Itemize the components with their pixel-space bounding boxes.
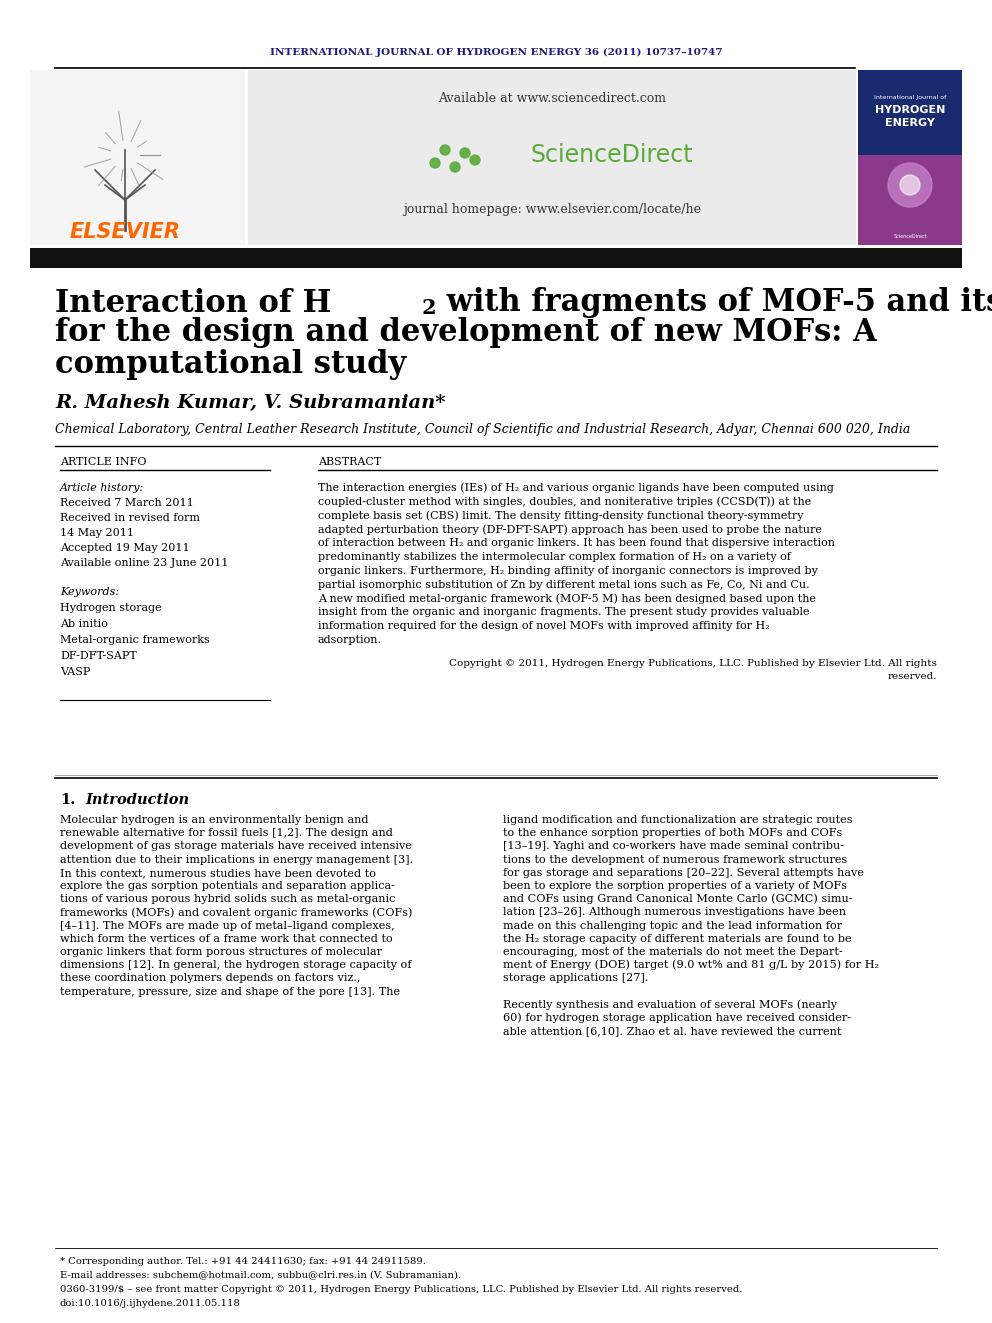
Text: Recently synthesis and evaluation of several MOFs (nearly: Recently synthesis and evaluation of sev…: [503, 999, 837, 1009]
Text: HYDROGEN: HYDROGEN: [875, 105, 945, 115]
Text: tions of various porous hybrid solids such as metal-organic: tions of various porous hybrid solids su…: [60, 894, 396, 904]
Text: * Corresponding author. Tel.: +91 44 24411630; fax: +91 44 24911589.: * Corresponding author. Tel.: +91 44 244…: [60, 1257, 426, 1266]
Circle shape: [430, 157, 440, 168]
Text: temperature, pressure, size and shape of the pore [13]. The: temperature, pressure, size and shape of…: [60, 987, 400, 996]
Circle shape: [450, 161, 460, 172]
Text: VASP: VASP: [60, 667, 90, 677]
Circle shape: [888, 163, 932, 206]
Text: doi:10.1016/j.ijhydene.2011.05.118: doi:10.1016/j.ijhydene.2011.05.118: [60, 1298, 241, 1307]
Text: R. Mahesh Kumar, V. Subramanian*: R. Mahesh Kumar, V. Subramanian*: [55, 394, 445, 411]
Text: 2: 2: [422, 298, 436, 318]
Bar: [30, 247, 962, 269]
Circle shape: [470, 155, 480, 165]
Text: organic linkers that form porous structures of molecular: organic linkers that form porous structu…: [60, 947, 382, 957]
Text: ENERGY: ENERGY: [885, 118, 934, 128]
Text: Introduction: Introduction: [85, 792, 189, 807]
Bar: [858, 70, 962, 245]
Text: insight from the organic and inorganic fragments. The present study provides val: insight from the organic and inorganic f…: [318, 607, 809, 618]
Text: Molecular hydrogen is an environmentally benign and: Molecular hydrogen is an environmentally…: [60, 815, 368, 826]
Text: adsorption.: adsorption.: [318, 635, 382, 644]
Text: with fragments of MOF-5 and its implications: with fragments of MOF-5 and its implicat…: [436, 287, 992, 319]
Bar: [858, 155, 962, 245]
Text: Copyright © 2011, Hydrogen Energy Publications, LLC. Published by Elsevier Ltd. : Copyright © 2011, Hydrogen Energy Public…: [449, 659, 937, 668]
Text: International Journal of: International Journal of: [874, 95, 946, 101]
Text: lation [23–26]. Although numerous investigations have been: lation [23–26]. Although numerous invest…: [503, 908, 846, 917]
Text: which form the vertices of a frame work that connected to: which form the vertices of a frame work …: [60, 934, 393, 943]
Text: been to explore the sorption properties of a variety of MOFs: been to explore the sorption properties …: [503, 881, 847, 890]
Text: attention due to their implications in energy management [3].: attention due to their implications in e…: [60, 855, 413, 865]
Text: explore the gas sorption potentials and separation applica-: explore the gas sorption potentials and …: [60, 881, 395, 890]
Text: 60) for hydrogen storage application have received consider-: 60) for hydrogen storage application hav…: [503, 1012, 851, 1023]
Text: complete basis set (CBS) limit. The density fitting-density functional theory-sy: complete basis set (CBS) limit. The dens…: [318, 511, 804, 521]
Text: Ab initio: Ab initio: [60, 619, 108, 628]
Text: Article history:: Article history:: [60, 483, 144, 493]
Text: and COFs using Grand Canonical Monte Carlo (GCMC) simu-: and COFs using Grand Canonical Monte Car…: [503, 894, 852, 905]
Text: made on this challenging topic and the lead information for: made on this challenging topic and the l…: [503, 921, 842, 930]
Text: ment of Energy (DOE) target (9.0 wt% and 81 g/L by 2015) for H₂: ment of Energy (DOE) target (9.0 wt% and…: [503, 960, 879, 971]
Text: reserved.: reserved.: [888, 672, 937, 681]
Text: Interaction of H: Interaction of H: [55, 287, 331, 319]
Text: ELSEVIER: ELSEVIER: [69, 222, 181, 242]
Bar: [248, 70, 856, 245]
Text: computational study: computational study: [55, 349, 407, 381]
Text: coupled-cluster method with singles, doubles, and noniterative triples (CCSD(T)): coupled-cluster method with singles, dou…: [318, 496, 811, 507]
Text: A new modified metal-organic framework (MOF-5 M) has been designed based upon th: A new modified metal-organic framework (…: [318, 593, 816, 603]
Text: the H₂ storage capacity of different materials are found to be: the H₂ storage capacity of different mat…: [503, 934, 851, 943]
Text: able attention [6,10]. Zhao et al. have reviewed the current: able attention [6,10]. Zhao et al. have …: [503, 1027, 841, 1036]
Text: Metal-organic frameworks: Metal-organic frameworks: [60, 635, 209, 646]
Text: Received 7 March 2011: Received 7 March 2011: [60, 497, 193, 508]
Text: ScienceDirect: ScienceDirect: [530, 143, 692, 167]
Text: DF-DFT-SAPT: DF-DFT-SAPT: [60, 651, 137, 662]
Circle shape: [440, 146, 450, 155]
Text: 0360-3199/$ – see front matter Copyright © 2011, Hydrogen Energy Publications, L: 0360-3199/$ – see front matter Copyright…: [60, 1285, 742, 1294]
Text: of interaction between H₂ and organic linkers. It has been found that dispersive: of interaction between H₂ and organic li…: [318, 538, 835, 548]
Text: ScienceDirect: ScienceDirect: [893, 234, 927, 239]
Text: 14 May 2011: 14 May 2011: [60, 528, 134, 538]
Text: for gas storage and separations [20–22]. Several attempts have: for gas storage and separations [20–22].…: [503, 868, 864, 877]
Text: renewable alternative for fossil fuels [1,2]. The design and: renewable alternative for fossil fuels […: [60, 828, 393, 839]
Text: In this context, numerous studies have been devoted to: In this context, numerous studies have b…: [60, 868, 376, 877]
Text: to the enhance sorption properties of both MOFs and COFs: to the enhance sorption properties of bo…: [503, 828, 842, 839]
Text: ARTICLE INFO: ARTICLE INFO: [60, 456, 147, 467]
Text: tions to the development of numerous framework structures: tions to the development of numerous fra…: [503, 855, 847, 865]
Text: Chemical Laboratory, Central Leather Research Institute, Council of Scientific a: Chemical Laboratory, Central Leather Res…: [55, 423, 911, 437]
Text: Keywords:: Keywords:: [60, 587, 119, 597]
Text: frameworks (MOFs) and covalent organic frameworks (COFs): frameworks (MOFs) and covalent organic f…: [60, 908, 413, 918]
Text: dimensions [12]. In general, the hydrogen storage capacity of: dimensions [12]. In general, the hydroge…: [60, 960, 412, 970]
Text: adapted perturbation theory (DF-DFT-SAPT) approach has been used to probe the na: adapted perturbation theory (DF-DFT-SAPT…: [318, 524, 822, 534]
Text: encouraging, most of the materials do not meet the Depart-: encouraging, most of the materials do no…: [503, 947, 842, 957]
Text: [13–19]. Yaghi and co-workers have made seminal contribu-: [13–19]. Yaghi and co-workers have made …: [503, 841, 844, 852]
Text: these coordination polymers depends on factors viz.,: these coordination polymers depends on f…: [60, 974, 360, 983]
Text: ligand modification and functionalization are strategic routes: ligand modification and functionalizatio…: [503, 815, 852, 826]
Text: 1.: 1.: [60, 792, 75, 807]
Bar: [30, 70, 245, 245]
Text: Hydrogen storage: Hydrogen storage: [60, 603, 162, 613]
Text: Available at www.sciencedirect.com: Available at www.sciencedirect.com: [438, 91, 666, 105]
Text: information required for the design of novel MOFs with improved affinity for H₂: information required for the design of n…: [318, 620, 770, 631]
Text: organic linkers. Furthermore, H₂ binding affinity of inorganic connectors is imp: organic linkers. Furthermore, H₂ binding…: [318, 566, 817, 576]
Circle shape: [900, 175, 920, 194]
Text: journal homepage: www.elsevier.com/locate/he: journal homepage: www.elsevier.com/locat…: [403, 204, 701, 217]
Text: INTERNATIONAL JOURNAL OF HYDROGEN ENERGY 36 (2011) 10737–10747: INTERNATIONAL JOURNAL OF HYDROGEN ENERGY…: [270, 48, 722, 57]
Text: for the design and development of new MOFs: A: for the design and development of new MO…: [55, 318, 877, 348]
Text: Available online 23 June 2011: Available online 23 June 2011: [60, 558, 228, 568]
Circle shape: [460, 148, 470, 157]
Text: Accepted 19 May 2011: Accepted 19 May 2011: [60, 542, 189, 553]
Text: development of gas storage materials have received intensive: development of gas storage materials hav…: [60, 841, 412, 852]
Text: Received in revised form: Received in revised form: [60, 513, 200, 523]
Text: storage applications [27].: storage applications [27].: [503, 974, 649, 983]
Text: predominantly stabilizes the intermolecular complex formation of H₂ on a variety: predominantly stabilizes the intermolecu…: [318, 552, 791, 562]
Text: partial isomorphic substitution of Zn by different metal ions such as Fe, Co, Ni: partial isomorphic substitution of Zn by…: [318, 579, 809, 590]
Text: E-mail addresses: subchem@hotmail.com, subbu@clri.res.in (V. Subramanian).: E-mail addresses: subchem@hotmail.com, s…: [60, 1270, 461, 1279]
Text: ABSTRACT: ABSTRACT: [318, 456, 381, 467]
Text: [4–11]. The MOFs are made up of metal–ligand complexes,: [4–11]. The MOFs are made up of metal–li…: [60, 921, 395, 930]
Text: The interaction energies (IEs) of H₂ and various organic ligands have been compu: The interaction energies (IEs) of H₂ and…: [318, 483, 834, 493]
